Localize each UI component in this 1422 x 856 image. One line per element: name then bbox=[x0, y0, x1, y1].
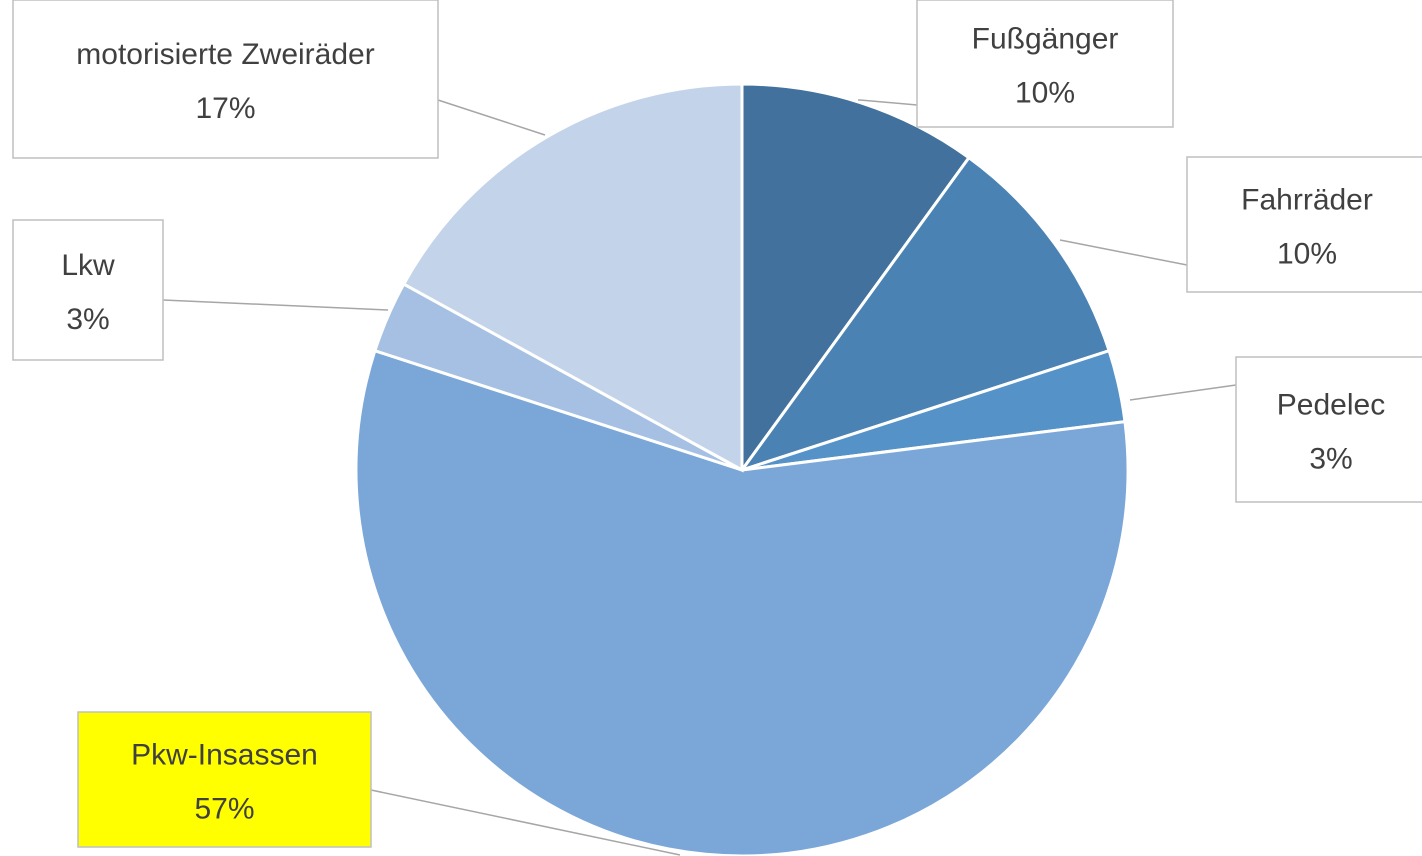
value-label: 10% bbox=[1015, 76, 1075, 109]
data-label-box bbox=[77, 711, 372, 848]
leader-line bbox=[162, 299, 389, 311]
category-label: Fußgänger bbox=[972, 22, 1119, 55]
category-label: Pkw-Insassen bbox=[131, 738, 318, 771]
data-label-box bbox=[916, 0, 1174, 128]
value-label: 57% bbox=[194, 792, 254, 825]
data-label-box bbox=[1186, 156, 1422, 293]
pie-slice bbox=[354, 348, 1130, 856]
leader-line bbox=[858, 99, 918, 106]
category-label: Lkw bbox=[61, 249, 115, 282]
value-label: 3% bbox=[1309, 442, 1352, 475]
value-label: 17% bbox=[195, 92, 255, 125]
leader-line bbox=[370, 789, 681, 856]
pie-slice bbox=[401, 82, 744, 473]
data-label-box bbox=[12, 0, 439, 159]
pie-slice bbox=[740, 82, 971, 475]
category-label: Pedelec bbox=[1277, 388, 1385, 421]
category-label: Fahrräder bbox=[1241, 183, 1373, 216]
leader-line bbox=[437, 99, 546, 136]
value-label: 3% bbox=[66, 303, 109, 336]
data-label-box bbox=[1235, 356, 1422, 503]
data-label-box bbox=[12, 219, 164, 361]
value-label: 10% bbox=[1277, 237, 1337, 270]
leader-line bbox=[1059, 239, 1188, 266]
leader-line bbox=[1129, 384, 1237, 401]
category-label: motorisierte Zweiräder bbox=[76, 38, 374, 71]
pie-slice bbox=[738, 155, 1112, 473]
